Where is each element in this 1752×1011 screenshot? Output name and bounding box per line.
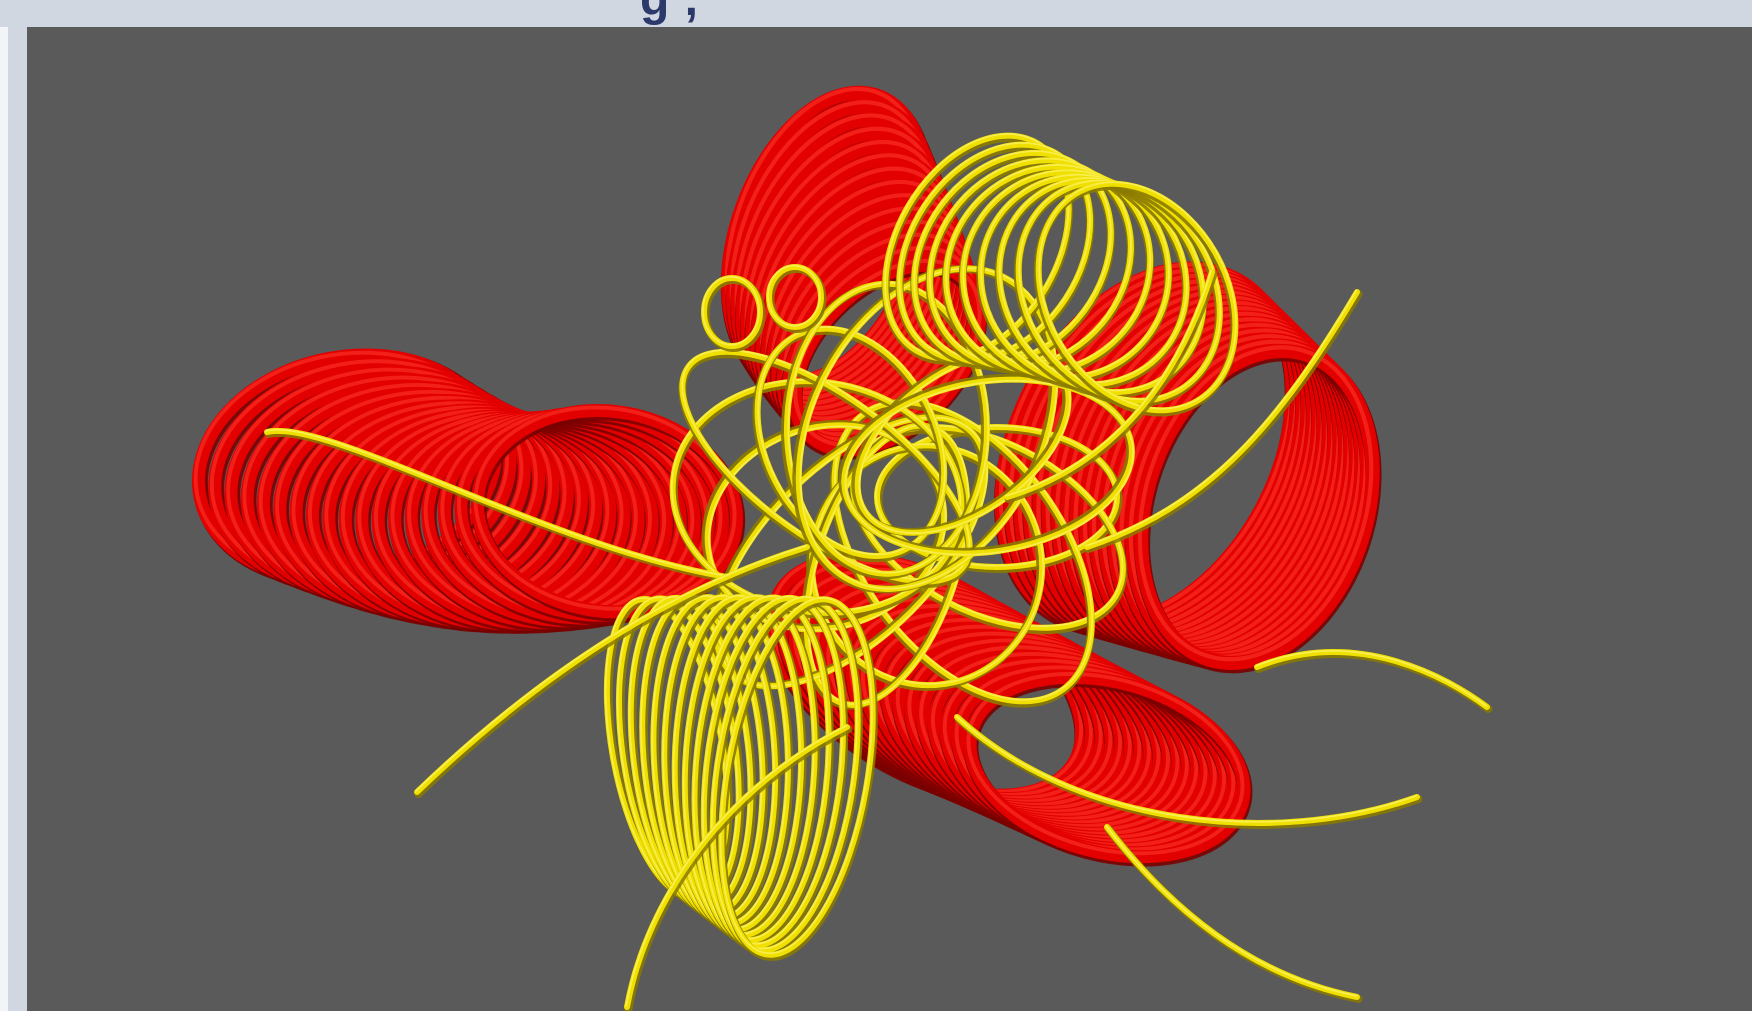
red-tube-loop [1137,345,1374,662]
yellow-tube-strand [415,544,808,792]
yellow-tube-strand [624,724,850,1010]
yellow-tube-loop [754,325,948,559]
yellow-tube-loop [702,275,760,346]
yellow-tube-group [264,132,1493,1011]
render-viewport[interactable] [27,27,1752,1011]
yellow-tube-loop [710,596,858,950]
yellow-tube-strand [1084,289,1360,550]
yellow-tube-loop [679,348,973,585]
red-tube-loop [471,404,743,619]
red-tube-loop [473,405,737,611]
yellow-tube-strand [1105,824,1358,997]
yellow-tube-loop [884,133,1070,358]
yellow-tube-loop [681,349,971,581]
yellow-tube-loop [1015,179,1223,404]
yellow-tube-loop [874,424,1120,570]
page-title: g , [640,0,699,27]
yellow-tube-loop [766,264,824,330]
yellow-tube-loop [841,376,1135,557]
yellow-tube-loop [719,596,873,955]
tube-render-scene [192,85,1493,1011]
yellow-tube-strand [1255,650,1488,707]
yellow-tube-loop [701,595,843,945]
yellow-tube-strand [955,714,1418,823]
yellow-tube-loop [701,275,763,349]
yellow-tube-strand [1254,650,1493,713]
yellow-tube-loop [1035,180,1239,414]
top-bar: g , [0,0,1752,27]
yellow-tube-strand [1004,269,1215,500]
yellow-tube-loop [799,267,1058,590]
yellow-tube-strand [414,544,810,795]
yellow-tube-strand [1085,289,1358,547]
yellow-tube-loop [1038,181,1237,410]
yellow-tube-loop [1018,179,1222,401]
yellow-tube-strand [1005,269,1213,497]
yellow-tube-loop [718,596,876,958]
red-tube-loop [1134,344,1380,670]
yellow-tube-strand [265,428,728,577]
yellow-tube-strand [625,724,848,1007]
yellow-tube-loop [844,379,1135,556]
left-border-strip [0,27,8,1011]
yellow-tube-loop [767,264,821,327]
